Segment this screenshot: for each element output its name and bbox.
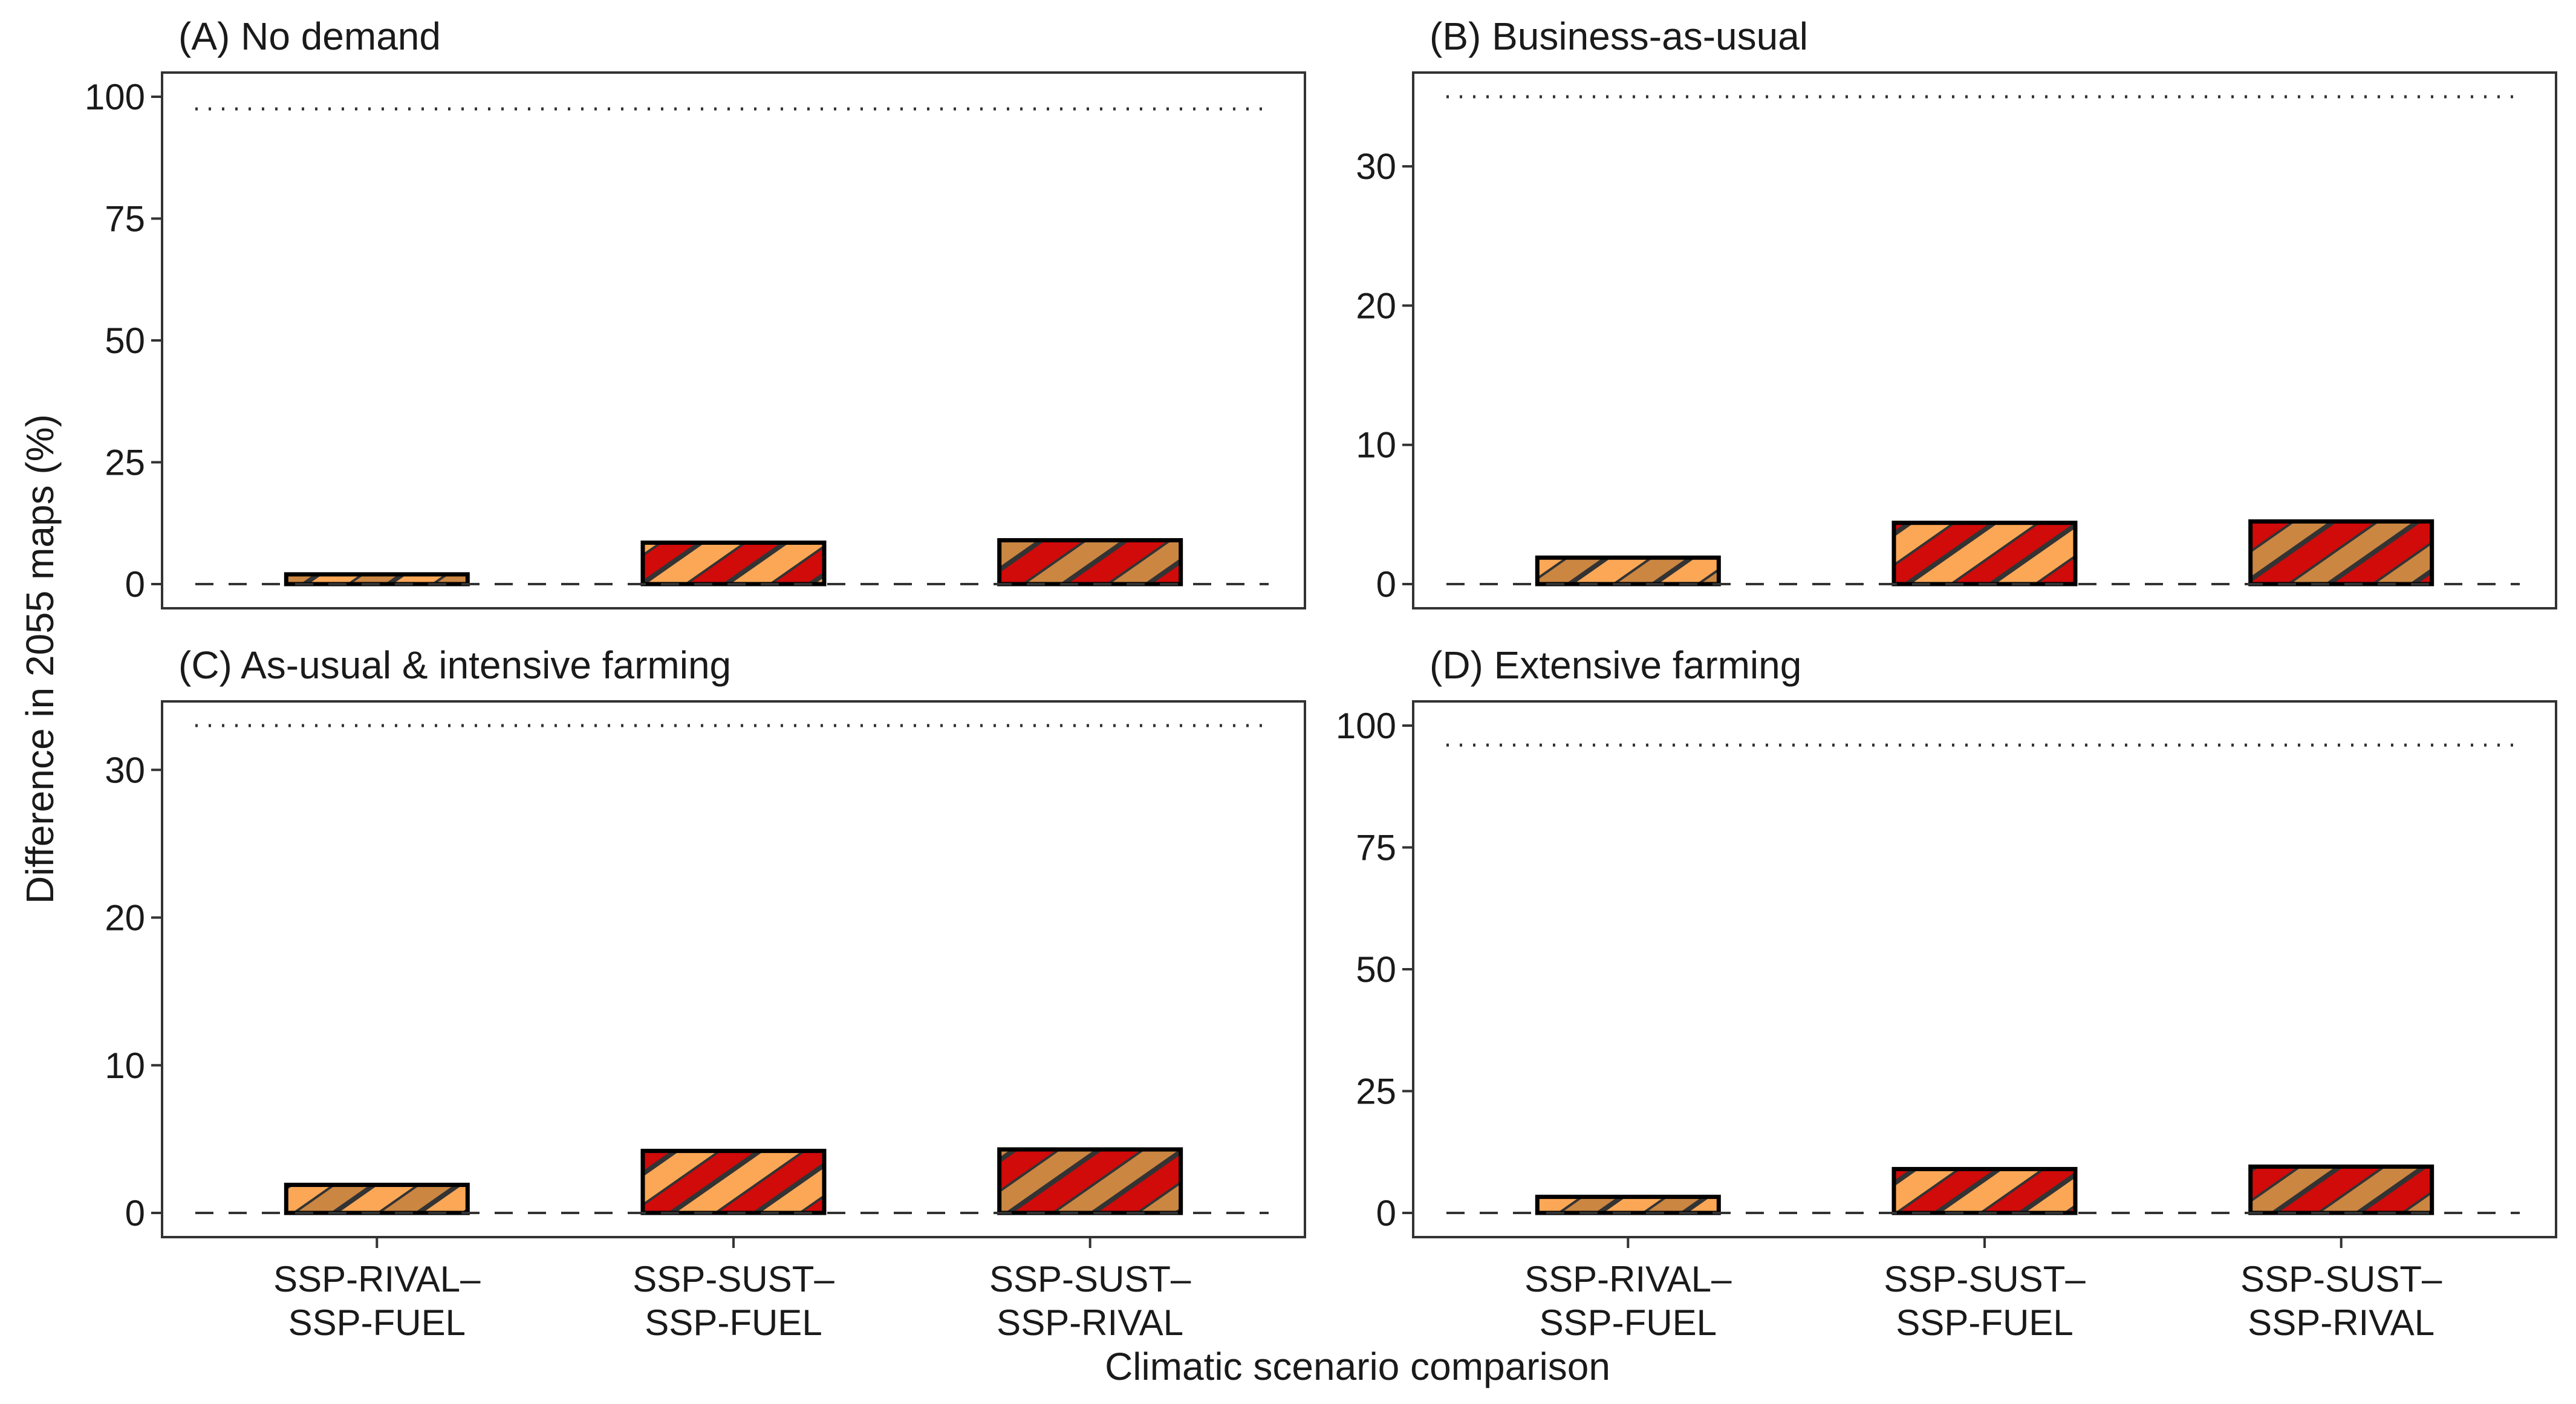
y-tick-label: 25 [1356,1071,1396,1112]
panel-title: (C) As-usual & intensive farming [178,643,731,687]
bar-3 [2248,519,2435,587]
bar-1 [284,1183,470,1215]
y-tick-label: 30 [105,750,145,790]
y-tick-label: 100 [1336,706,1396,746]
panel-frame [161,71,1306,609]
panel-a: (A) No demand 0 25 50 75 100 [85,15,1306,609]
bar-1 [284,572,470,587]
bar-3 [997,1147,1183,1215]
y-tick-label: 20 [105,898,145,938]
bar-2 [1891,1166,2078,1215]
x-tick-label: SSP-SUST– SSP-RIVAL [989,1259,1191,1343]
bar-1 [1535,1194,1721,1215]
panel-frame [1412,71,2557,609]
y-tick-label: 75 [105,199,145,239]
y-tick-label: 0 [125,564,145,605]
bar-2 [640,1148,827,1215]
x-tick-label: SSP-SUST– SSP-RIVAL [2240,1259,2442,1343]
bar-2 [1891,521,2078,587]
panel-title: (A) No demand [178,15,441,58]
y-tick-label: 25 [105,443,145,483]
bar-3 [2248,1164,2435,1215]
y-tick-label: 50 [1356,949,1396,990]
bar-3 [997,538,1183,587]
y-axis-title: Difference in 2055 maps (%) [18,414,62,904]
y-tick-label: 10 [105,1045,145,1086]
x-tick-label: SSP-RIVAL– SSP-FUEL [273,1259,481,1343]
y-tick-label: 0 [125,1193,145,1233]
x-tick-label: SSP-SUST– SSP-FUEL [633,1259,834,1343]
bar-2 [640,540,827,587]
y-tick-label: 0 [1376,564,1396,605]
x-tick-label: SSP-SUST– SSP-FUEL [1884,1259,2086,1343]
y-tick-label: 10 [1356,425,1396,466]
bar-1 [1535,555,1721,587]
y-tick-label: 30 [1356,146,1396,187]
panel-frame [1412,700,2557,1238]
panel-title: (D) Extensive farming [1429,643,1801,687]
y-tick-label: 20 [1356,285,1396,326]
y-tick-label: 75 [1356,828,1396,868]
panel-d: (D) Extensive farming 0 25 50 75 100 [1336,643,2557,1238]
x-tick-label: SSP-RIVAL– SSP-FUEL [1524,1259,1732,1343]
y-tick-label: 0 [1376,1193,1396,1233]
y-tick-label: 50 [105,320,145,361]
x-axis-title: Climatic scenario comparison [1105,1345,1610,1388]
panel-c: (C) As-usual & intensive farming 0 10 20 30 [105,643,1306,1238]
panel-title: (B) Business-as-usual [1429,15,1808,58]
panel-b: (B) Business-as-usual 0 10 20 30 [1356,15,2557,609]
y-tick-label: 100 [85,77,145,117]
